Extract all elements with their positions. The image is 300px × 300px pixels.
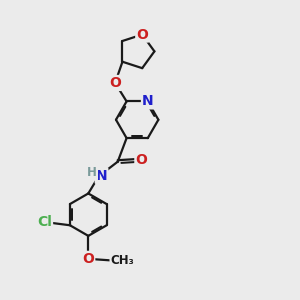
Text: O: O <box>109 76 121 90</box>
Text: N: N <box>142 94 154 108</box>
Text: O: O <box>136 28 148 42</box>
Text: Cl: Cl <box>37 215 52 229</box>
Text: CH₃: CH₃ <box>110 254 134 267</box>
Text: O: O <box>82 252 94 266</box>
Text: H: H <box>87 167 97 179</box>
Text: N: N <box>96 169 107 183</box>
Text: O: O <box>135 153 147 167</box>
